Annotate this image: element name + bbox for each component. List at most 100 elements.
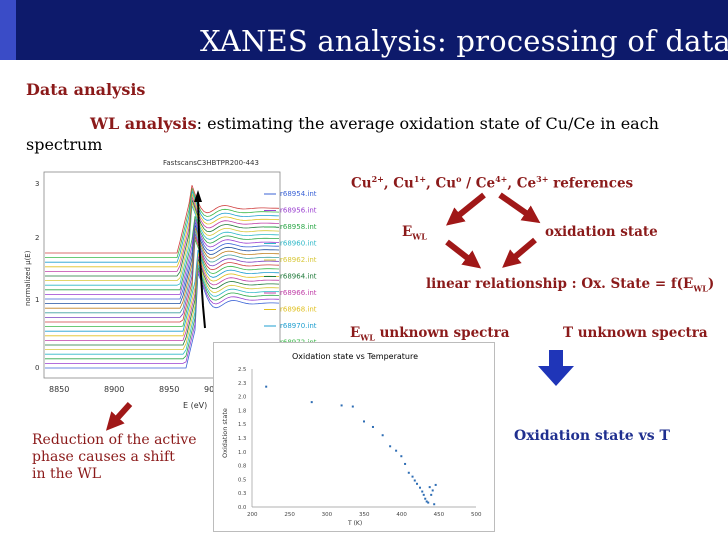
scatter-x-tick-label: 300 [322, 512, 333, 518]
wl-shift-note: Reduction of the active phase causes a s… [32, 432, 197, 483]
scatter-point [419, 486, 421, 489]
xanes-plot-frame [43, 171, 281, 379]
xanes-spectra-plot: FastscansC3HBTPR200-443 normalized μ(E) … [24, 159, 317, 410]
xanes-spectrum-line [45, 218, 279, 295]
xanes-y-tick-label: 2 [35, 234, 39, 242]
scatter-y-tick-label: 1.5 [238, 422, 246, 428]
xanes-spectrum-line [45, 270, 280, 364]
xanes-legend-entry: r68958.int [280, 223, 317, 231]
scatter-point [310, 401, 313, 404]
arrow-references-to-oxidation [498, 192, 541, 224]
title-accent [0, 0, 16, 60]
xanes-y-tick-label: 0 [35, 364, 39, 372]
xanes-spectrum-line [45, 239, 280, 327]
scatter-point [416, 482, 419, 485]
scatter-point [413, 479, 416, 482]
scatter-point [428, 486, 431, 489]
xanes-legend: r68954.int r68956.int r68958.int r68960.int… [264, 190, 317, 347]
wl-analysis-text: WL analysis: estimating the average oxid… [26, 113, 706, 155]
scatter-y-tick-label: 1.8 [238, 408, 246, 414]
xanes-spectrum-line [45, 264, 280, 355]
scatter-y-tick-label: 1.3 [238, 436, 246, 442]
xanes-y-label: normalized μ(E) [24, 250, 32, 306]
xanes-spectrum-line [45, 221, 279, 300]
xanes-x-tick-label: 900 [204, 385, 219, 394]
xanes-spectrum-line [45, 258, 280, 346]
xanes-curves [45, 185, 280, 369]
scatter-points [265, 385, 437, 506]
scatter-x-tick-label: 250 [284, 512, 295, 518]
xanes-legend-entry: r68964.int [280, 273, 317, 281]
note-line-1: Reduction of the active [32, 432, 197, 448]
xanes-spectrum-line [45, 190, 280, 263]
scatter-point [407, 471, 410, 474]
xanes-legend-entry: r68956.int [280, 207, 317, 215]
xanes-y-tick-label: 1 [35, 296, 39, 304]
xanes-spectrum-line [45, 230, 280, 314]
xanes-spectrum-line [45, 252, 280, 337]
scatter-point [411, 475, 414, 478]
scatter-point [421, 490, 424, 493]
oxidation-vs-temperature-chart: Oxidation state vs Temperature Oxidation… [213, 342, 495, 532]
scatter-x-tick-label: 450 [434, 512, 445, 518]
xanes-x-tick-label: 8850 [49, 385, 69, 394]
scatter-point [404, 462, 407, 465]
xanes-spectrum-line [45, 224, 280, 304]
xanes-legend-entry: r68962.int [280, 256, 317, 264]
xanes-spectrum-line [45, 273, 280, 369]
xanes-spectrum-line [45, 236, 280, 323]
note-line-2: phase causes a shift [32, 449, 175, 465]
xanes-plot-title: FastscansC3HBTPR200-443 [163, 159, 259, 167]
scatter-point [340, 404, 343, 407]
scatter-point [427, 501, 430, 504]
scatter-y-tick-label: 0.0 [238, 505, 246, 511]
result-label: Oxidation state vs T [514, 428, 670, 444]
scatter-point [400, 455, 403, 458]
xanes-spectrum-line [45, 205, 280, 286]
scatter-y-label: Oxidation state [221, 408, 229, 458]
scatter-y-tick-label: 2.3 [238, 381, 246, 387]
xanes-x-label: E (eV) [183, 401, 207, 410]
scatter-y-tick-label: 2.0 [238, 395, 246, 401]
scatter-y-tick-label: 0.3 [238, 491, 246, 497]
t-unknown-spectra-label: T unknown spectra [563, 325, 708, 341]
scatter-point [351, 405, 354, 408]
scatter-x-tick-label: 400 [396, 512, 407, 518]
scatter-x-tick-label: 350 [359, 512, 370, 518]
wl-term: WL analysis [90, 114, 197, 133]
scatter-point [371, 425, 374, 428]
scatter-axes: 200 250 300 350 400 450 500 0.0 0.3 0.5 0.8 1.0 1.3 1… [238, 367, 482, 518]
xanes-spectrum-line [45, 249, 280, 332]
arrow-ewl-to-linear [445, 239, 482, 269]
arrow-oxidation-to-linear [502, 237, 537, 268]
section-heading: Data analysis [26, 80, 146, 99]
slide-title: XANES analysis: processing of data [200, 24, 728, 58]
scatter-title: Oxidation state vs Temperature [292, 352, 418, 361]
down-arrow-blue [538, 350, 574, 386]
xanes-spectrum-line [45, 267, 280, 360]
xanes-spectrum-line [45, 199, 280, 277]
scatter-y-tick-label: 1.0 [238, 450, 246, 456]
scatter-x-tick-label: 500 [471, 512, 482, 518]
ewl-unknown-spectra-label: EWL unknown spectra [350, 325, 510, 343]
xanes-legend-entry: r68970.int [280, 322, 317, 330]
ewl-label: EWL [402, 224, 427, 242]
xanes-spectrum-line [45, 227, 280, 309]
xanes-spectrum-line [45, 202, 280, 281]
peak-shift-arrowhead [194, 190, 202, 202]
scatter-point [425, 500, 428, 503]
scatter-point [395, 449, 398, 452]
xanes-spectrum-line [45, 185, 280, 254]
linear-relationship-label: linear relationship : Ox. State = f(EWL) [426, 276, 715, 294]
peak-shift-line [197, 195, 206, 329]
xanes-legend-entry: r68966.int [280, 289, 317, 297]
xanes-spectrum-line [45, 255, 280, 341]
scatter-point [434, 483, 437, 486]
xanes-legend-entry: r68960.int [280, 240, 317, 248]
references-label: Cu2+, Cu1+, Cuo / Ce4+, Ce3+ references [351, 174, 634, 192]
xanes-spectrum-line [45, 187, 280, 258]
scatter-point [431, 489, 434, 492]
scatter-x-tick-label: 200 [247, 512, 258, 518]
note-line-3: in the WL [32, 466, 102, 482]
